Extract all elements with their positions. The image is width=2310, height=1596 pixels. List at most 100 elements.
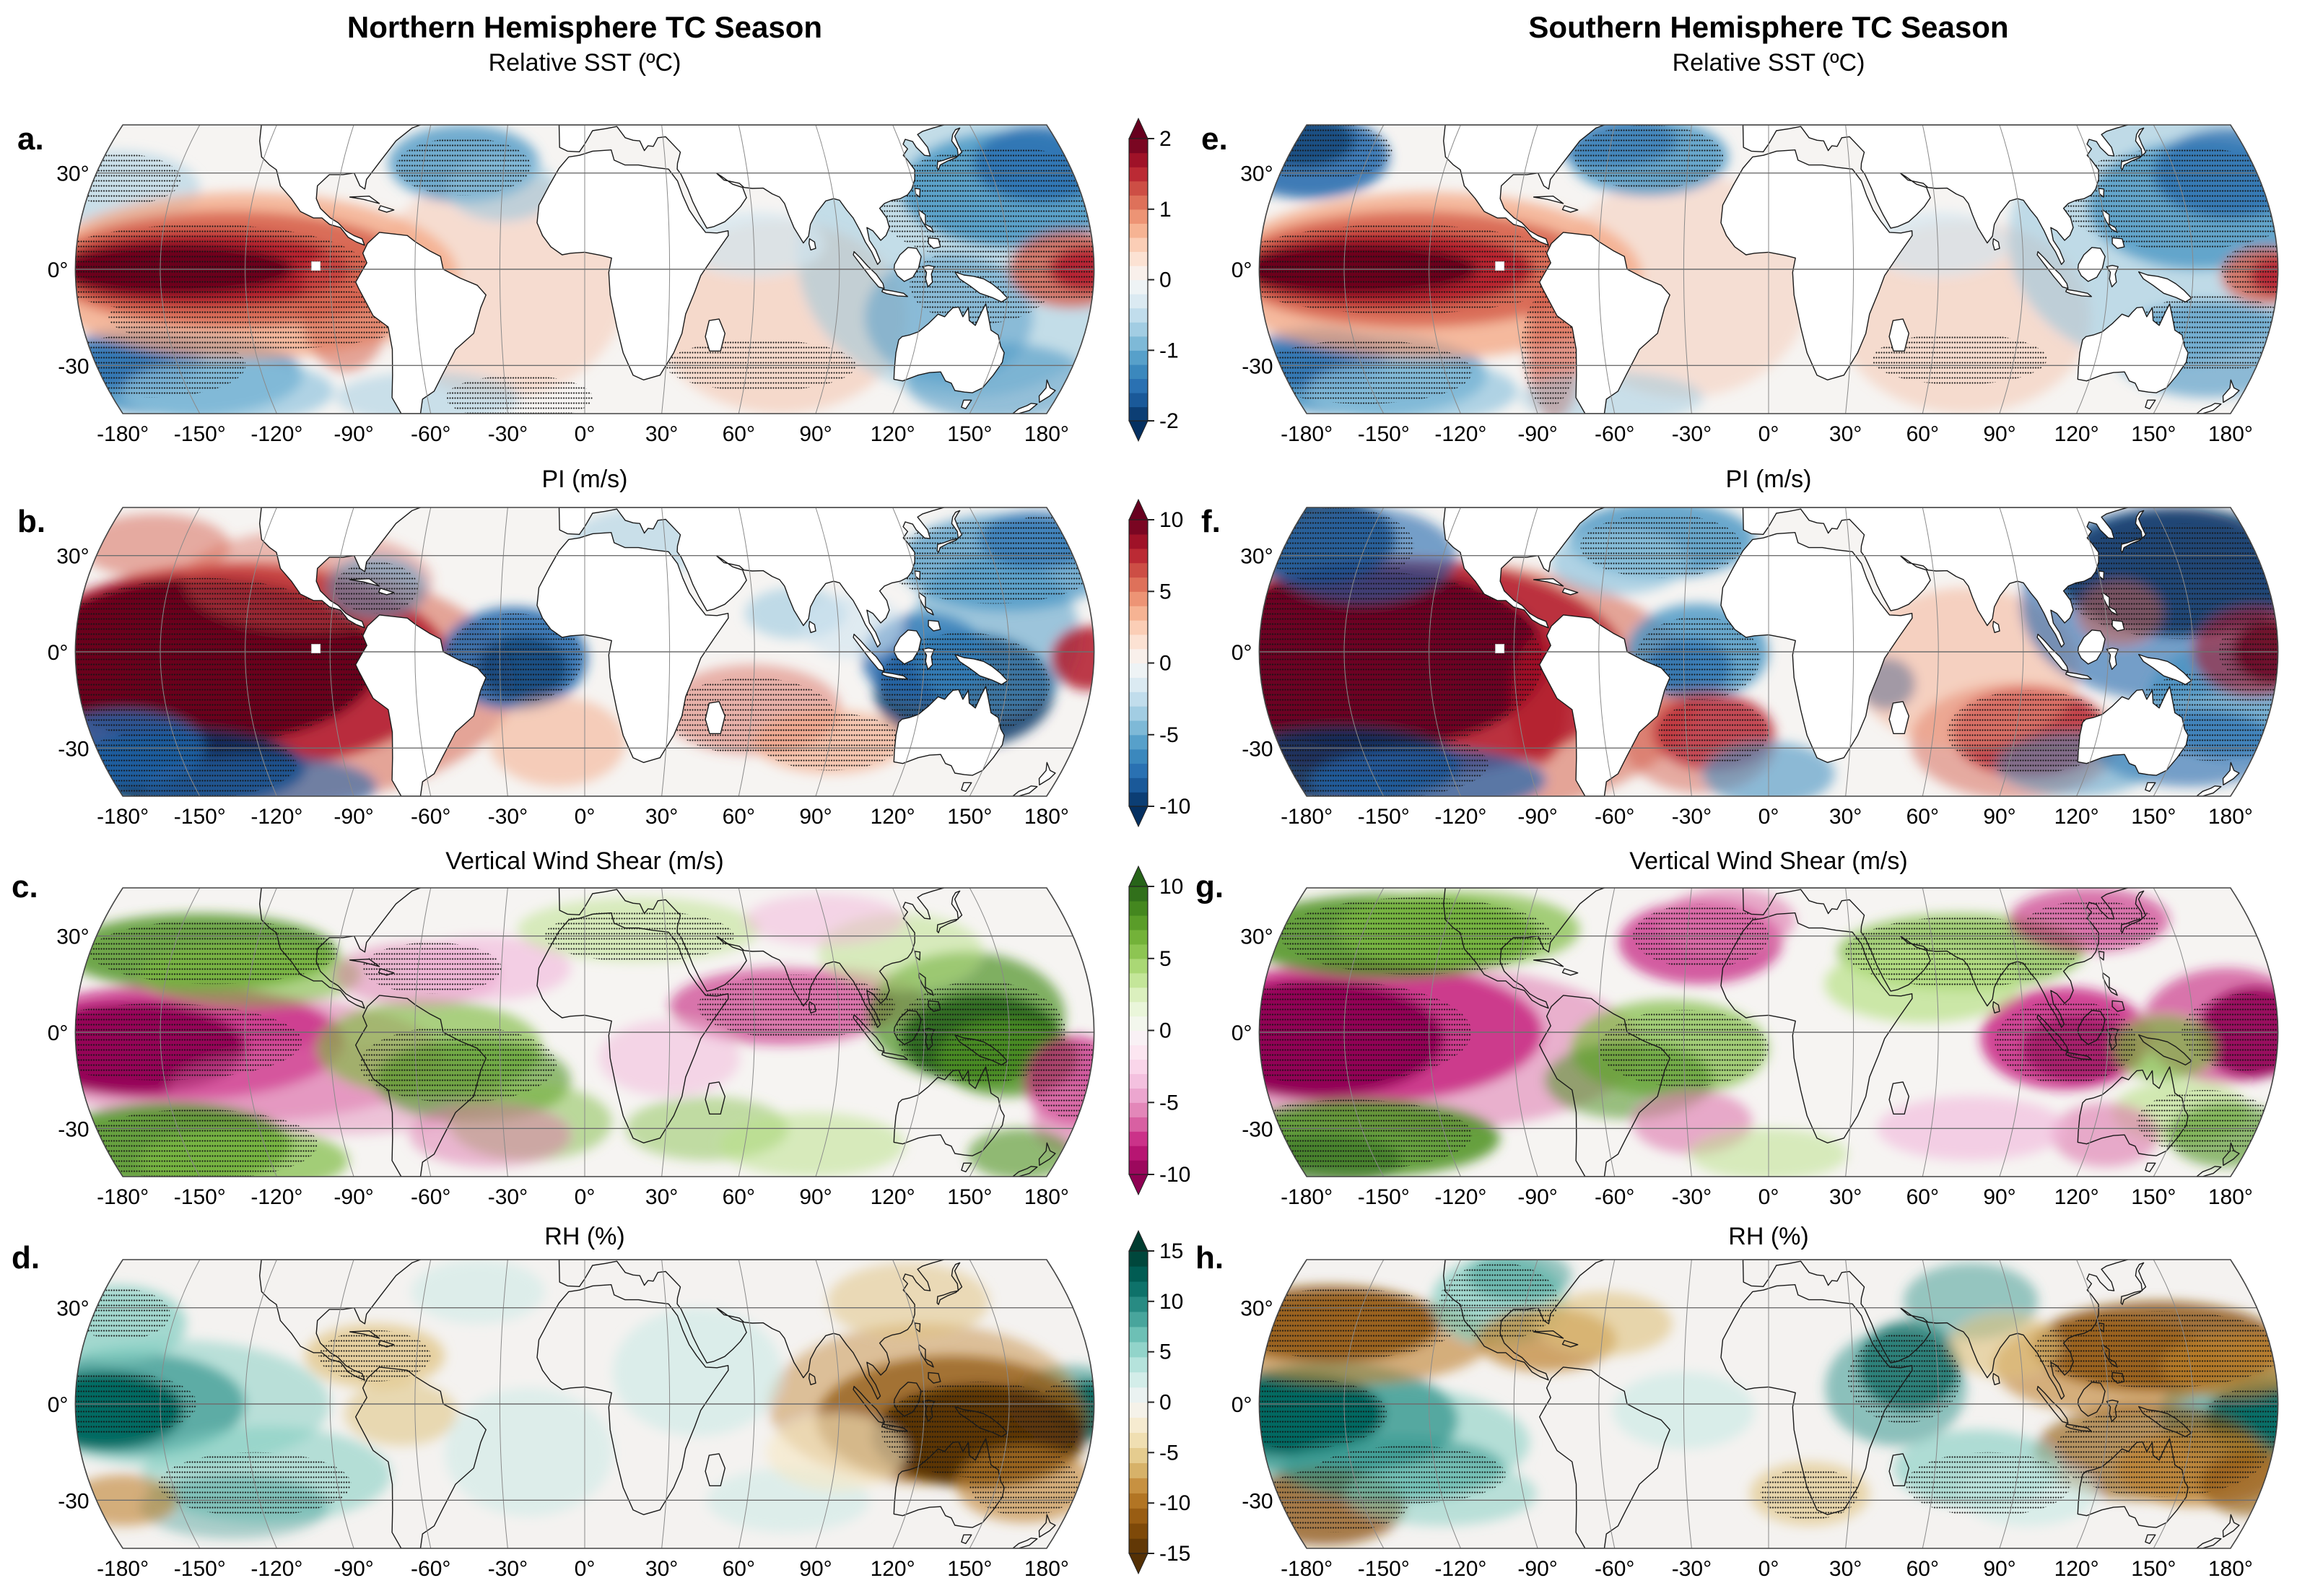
svg-text:-30: -30 (58, 354, 89, 378)
svg-text:30°: 30° (645, 805, 678, 829)
svg-text:120°: 120° (871, 805, 915, 829)
map-panel-f: -180° -150° -120° -90° -60° -30° 0° 30° 60° 90° 12… (1232, 507, 2279, 829)
svg-text:150°: 150° (947, 1557, 992, 1581)
coastlines (259, 125, 1056, 414)
svg-text:-30°: -30° (1672, 805, 1712, 829)
svg-text:10: 10 (1159, 875, 1183, 899)
svg-text:-180°: -180° (97, 805, 149, 829)
map-outline (1258, 1259, 2279, 1549)
svg-text:-60°: -60° (411, 422, 450, 446)
svg-text:0: 0 (1159, 269, 1172, 292)
map-outline (74, 1259, 1095, 1549)
map-outline (74, 507, 1095, 797)
svg-text:30°: 30° (645, 422, 678, 446)
svg-text:0°: 0° (1232, 641, 1252, 665)
svg-text:0°: 0° (575, 1185, 596, 1209)
svg-text:60°: 60° (1906, 1557, 1939, 1581)
x-tick-labels: -180° -150° -120° -90° -60° -30° 0° 30° 60° 90° 12… (97, 422, 1069, 446)
svg-text:90°: 90° (1983, 422, 2015, 446)
svg-text:-30°: -30° (488, 805, 528, 829)
x-tick-labels: -180° -150° -120° -90° -60° -30° 0° 30° 60° 90° 12… (1281, 1557, 2253, 1581)
svg-text:30°: 30° (56, 545, 89, 569)
svg-text:0°: 0° (575, 422, 596, 446)
panel-title-b: PI (m/s) (541, 466, 628, 493)
panel-label-f: f. (1201, 504, 1221, 539)
svg-text:150°: 150° (2131, 805, 2176, 829)
map-outline (1258, 887, 2279, 1177)
svg-text:60°: 60° (723, 422, 755, 446)
svg-text:-150°: -150° (1358, 422, 1410, 446)
svg-text:0: 0 (1159, 1391, 1172, 1415)
svg-text:150°: 150° (947, 422, 992, 446)
y-tick-labels: 30° 0° -30 (48, 925, 90, 1142)
svg-text:90°: 90° (1983, 805, 2015, 829)
svg-text:0°: 0° (1232, 1393, 1252, 1417)
x-tick-labels: -180° -150° -120° -90° -60° -30° 0° 30° 60° 90° 12… (97, 1185, 1069, 1209)
svg-text:-60°: -60° (1595, 1185, 1634, 1209)
svg-text:180°: 180° (2208, 805, 2253, 829)
x-tick-labels: -180° -150° -120° -90° -60° -30° 0° 30° 60° 90° 12… (97, 1557, 1069, 1581)
svg-text:-30°: -30° (1672, 1557, 1712, 1581)
svg-text:90°: 90° (799, 1185, 832, 1209)
y-tick-labels: 30° 0° -30 (1232, 925, 1273, 1142)
svg-text:-30: -30 (1242, 1489, 1273, 1513)
svg-text:0°: 0° (48, 1021, 69, 1045)
svg-text:0°: 0° (48, 641, 69, 665)
svg-text:30°: 30° (1240, 925, 1273, 949)
svg-text:0°: 0° (1232, 258, 1252, 282)
panel-label-h: h. (1195, 1240, 1224, 1276)
panel-label-e: e. (1201, 121, 1228, 157)
svg-text:-120°: -120° (1434, 1557, 1486, 1581)
svg-text:120°: 120° (2054, 1185, 2099, 1209)
svg-text:90°: 90° (799, 422, 832, 446)
coastlines (1443, 888, 2240, 1177)
svg-text:0°: 0° (575, 1557, 596, 1581)
svg-text:0°: 0° (48, 258, 69, 282)
map-outline (74, 887, 1095, 1177)
svg-text:-90°: -90° (1517, 422, 1557, 446)
svg-text:30°: 30° (1829, 422, 1862, 446)
svg-text:2: 2 (1159, 127, 1172, 151)
panel-label-d: d. (12, 1240, 40, 1276)
svg-text:-60°: -60° (411, 1557, 450, 1581)
map-field (1259, 1260, 2278, 1548)
svg-text:-120°: -120° (250, 422, 302, 446)
svg-text:-30°: -30° (488, 1185, 528, 1209)
svg-text:0°: 0° (1758, 805, 1779, 829)
svg-text:-180°: -180° (1281, 1557, 1333, 1581)
svg-text:180°: 180° (2208, 422, 2253, 446)
svg-text:-90°: -90° (1517, 1185, 1557, 1209)
svg-text:-30°: -30° (488, 422, 528, 446)
svg-text:0°: 0° (1758, 1557, 1779, 1581)
map-outline (1258, 507, 2279, 797)
panel-label-g: g. (1195, 869, 1224, 904)
colorbar-tick-labels: 15 10 5 0 -5 -10 -15 (1148, 1239, 1190, 1566)
svg-text:-5: -5 (1159, 1091, 1179, 1115)
svg-text:180°: 180° (1024, 1557, 1069, 1581)
panel-title-e: Relative SST (ºC) (1672, 49, 1865, 77)
svg-text:-10: -10 (1159, 1491, 1190, 1515)
svg-text:120°: 120° (871, 422, 915, 446)
map-panel-c: -180° -150° -120° -90° -60° -30° 0° 30° 60° 90° 12… (48, 887, 1095, 1209)
svg-text:120°: 120° (2054, 1557, 2099, 1581)
y-tick-labels: 30° 0° -30 (48, 545, 90, 762)
svg-text:30°: 30° (56, 925, 89, 949)
panel-label-a: a. (17, 121, 44, 157)
svg-text:-1: -1 (1159, 339, 1179, 362)
svg-text:-30: -30 (1242, 737, 1273, 761)
svg-text:10: 10 (1159, 508, 1183, 532)
svg-text:90°: 90° (799, 1557, 832, 1581)
svg-text:-150°: -150° (1358, 805, 1410, 829)
svg-text:-120°: -120° (1434, 1185, 1486, 1209)
svg-text:5: 5 (1159, 947, 1172, 971)
svg-text:90°: 90° (1983, 1557, 2015, 1581)
svg-text:-30: -30 (1242, 354, 1273, 378)
x-tick-labels: -180° -150° -120° -90° -60° -30° 0° 30° 60° 90° 12… (1281, 422, 2253, 446)
svg-text:5: 5 (1159, 1340, 1172, 1364)
svg-text:30°: 30° (645, 1557, 678, 1581)
svg-text:0°: 0° (1758, 1185, 1779, 1209)
svg-text:-150°: -150° (174, 422, 226, 446)
map-field (75, 888, 1094, 1177)
svg-text:-150°: -150° (174, 805, 226, 829)
